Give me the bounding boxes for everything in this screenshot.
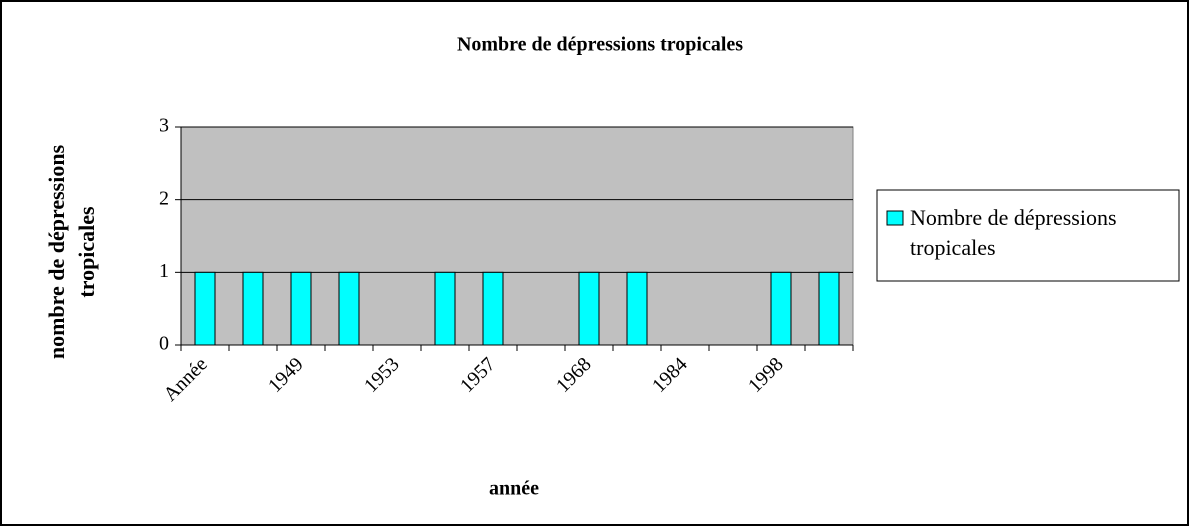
y-axis-label: nombre de dépressions tropicales [44, 144, 99, 360]
y-tick-label: 1 [159, 260, 169, 282]
bar [290, 271, 312, 346]
y-tick-label: 3 [159, 115, 169, 137]
bar [818, 271, 840, 346]
legend-label: Nombre de dépressions tropicales [910, 205, 1117, 260]
y-tick-label: 0 [159, 333, 169, 355]
bar [770, 271, 792, 346]
x-axis-label: année [489, 478, 539, 500]
plot-area [180, 126, 854, 346]
y-tick-label: 2 [159, 187, 169, 209]
legend-swatch [886, 210, 904, 226]
bar [434, 271, 456, 346]
bar [194, 271, 216, 346]
legend-box [876, 189, 1180, 282]
bar [242, 271, 264, 346]
bar [338, 271, 360, 346]
bar [578, 271, 600, 346]
chart-title: Nombre de dépressions tropicales [457, 34, 743, 56]
bar [626, 271, 648, 346]
bar [482, 271, 504, 346]
